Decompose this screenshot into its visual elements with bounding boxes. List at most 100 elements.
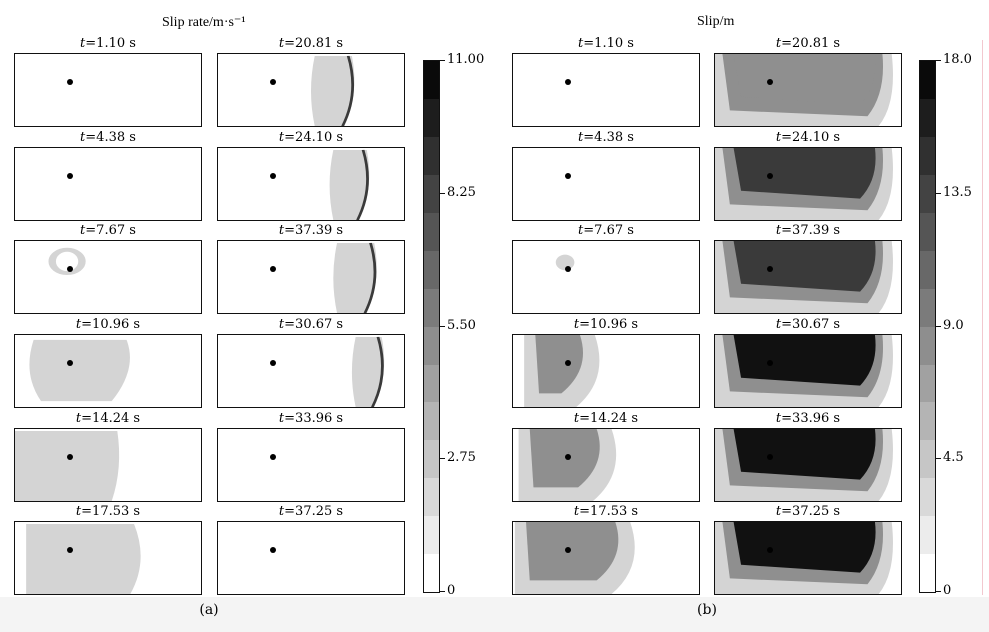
slip-distribution <box>513 148 699 220</box>
snapshot-panel <box>714 334 902 408</box>
time-label: t=30.67 s <box>279 317 343 332</box>
colorbar-tick <box>440 60 445 61</box>
colorbar-tick <box>936 192 941 194</box>
colorbar-tick-label: 4.5 <box>943 450 964 466</box>
time-value: =37.39 s <box>284 223 344 238</box>
colorbar-level <box>424 326 439 365</box>
hypocenter-marker <box>269 266 276 273</box>
colorbar-level <box>424 402 439 441</box>
time-value: =10.96 s <box>579 317 639 332</box>
time-symbol: t <box>775 411 782 426</box>
colorbar-tick-label: 18.0 <box>943 52 972 67</box>
snapshot-panel <box>714 147 902 221</box>
time-symbol: t <box>775 317 782 332</box>
time-symbol: t <box>573 317 580 332</box>
hypocenter-marker <box>269 360 276 367</box>
slip-distribution <box>26 523 141 594</box>
hypocenter-marker <box>564 79 571 86</box>
slip-distribution <box>513 54 699 126</box>
time-label: t=20.81 s <box>776 36 840 51</box>
time-symbol: t <box>80 130 86 145</box>
time-symbol: t <box>578 36 584 51</box>
time-symbol: t <box>80 36 86 51</box>
page-edge <box>982 40 983 595</box>
slip-distribution <box>518 429 617 501</box>
hypocenter-marker <box>766 360 773 367</box>
time-label: t=10.96 s <box>574 317 638 332</box>
time-symbol: t <box>278 317 285 332</box>
slip-distribution <box>555 254 575 271</box>
time-value: =20.81 s <box>284 36 344 51</box>
colorbar-tick-label: 13.5 <box>943 184 972 200</box>
colorbar-level <box>424 516 439 555</box>
colorbar-tick-label: 2.75 <box>447 450 476 466</box>
time-label: t=24.10 s <box>279 130 343 145</box>
time-value: =1.10 s <box>583 36 634 51</box>
snapshot-panel <box>512 334 700 408</box>
time-label: t=37.25 s <box>279 504 343 519</box>
snapshot-panel <box>14 334 202 408</box>
colorbar-level <box>424 440 439 479</box>
snapshot-panel <box>14 240 202 314</box>
time-value: =24.10 s <box>284 130 344 145</box>
time-symbol: t <box>278 504 285 519</box>
time-symbol: t <box>775 130 782 145</box>
time-symbol: t <box>578 223 584 238</box>
colorbar-level <box>920 364 935 403</box>
time-value: =14.24 s <box>81 411 141 426</box>
time-value: =30.67 s <box>781 317 841 332</box>
snapshot-panel <box>217 428 405 502</box>
colorbar-tick <box>936 325 941 327</box>
colorbar-level <box>424 478 439 517</box>
snapshot-panel <box>714 521 902 595</box>
time-label: t=33.96 s <box>776 411 840 426</box>
colorbar-tick-label: 11.00 <box>447 52 485 67</box>
time-symbol: t <box>278 130 285 145</box>
colorbar-level <box>424 288 439 327</box>
colorbar-tick <box>440 325 445 327</box>
time-value: =20.81 s <box>781 36 841 51</box>
time-symbol: t <box>775 504 782 519</box>
time-value: =24.10 s <box>781 130 841 145</box>
panel-b-title: Slip/m <box>697 14 735 29</box>
hypocenter-marker <box>766 79 773 86</box>
colorbar <box>919 60 936 593</box>
snapshot-panel <box>14 53 202 127</box>
time-value: =37.25 s <box>781 504 841 519</box>
colorbar-level <box>424 136 439 175</box>
time-value: =30.67 s <box>284 317 344 332</box>
colorbar-level <box>424 212 439 251</box>
colorbar-tick-label: 8.25 <box>447 184 476 200</box>
colorbar-tick-label: 5.50 <box>447 317 476 333</box>
slip-distribution <box>48 247 86 276</box>
colorbar-tick <box>936 591 941 592</box>
slip-distribution <box>218 522 404 594</box>
colorbar-tick <box>440 192 445 194</box>
colorbar-tick <box>440 591 445 592</box>
time-value: =7.67 s <box>583 223 634 238</box>
slip-distribution <box>715 241 893 313</box>
colorbar-level <box>920 250 935 289</box>
slip-distribution <box>29 339 130 402</box>
snapshot-panel <box>217 53 405 127</box>
time-label: t=4.38 s <box>578 130 634 145</box>
hypocenter-marker <box>269 454 276 461</box>
hypocenter-marker <box>66 79 73 86</box>
slip-distribution <box>218 429 404 501</box>
time-value: =17.53 s <box>579 504 639 519</box>
hypocenter-marker <box>66 360 73 367</box>
time-value: =14.24 s <box>579 411 639 426</box>
time-label: t=7.67 s <box>578 223 634 238</box>
slip-distribution <box>15 148 201 220</box>
snapshot-panel <box>512 521 700 595</box>
panel-a-sublabel: (a) <box>199 602 219 618</box>
time-label: t=20.81 s <box>279 36 343 51</box>
time-label: t=14.24 s <box>574 411 638 426</box>
hypocenter-marker <box>564 547 571 554</box>
hypocenter-marker <box>269 547 276 554</box>
time-symbol: t <box>278 36 285 51</box>
colorbar-tick <box>936 458 941 460</box>
time-symbol: t <box>573 504 580 519</box>
hypocenter-marker <box>269 79 276 86</box>
hypocenter-marker <box>564 454 571 461</box>
